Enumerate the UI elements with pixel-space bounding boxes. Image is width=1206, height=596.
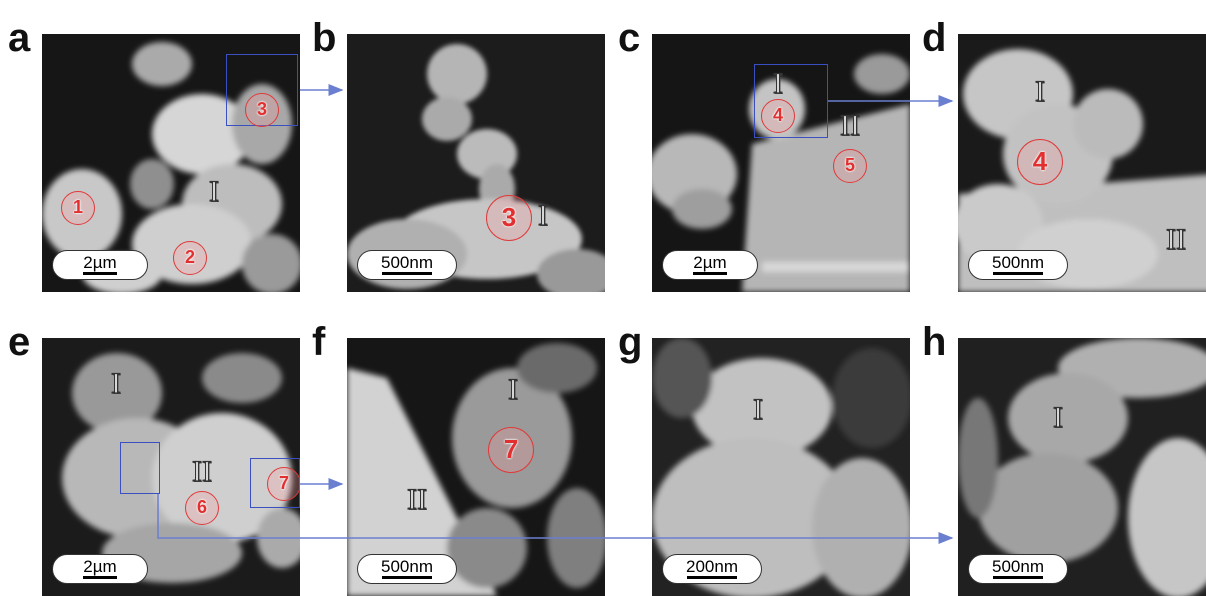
scale-bar-line — [382, 576, 432, 579]
sem-image-e: 6 7 I II 2µm — [42, 338, 300, 596]
scale-bar-c: 2µm — [662, 250, 758, 280]
scale-bar-text: 200nm — [686, 557, 738, 576]
region-label-II: II — [839, 109, 860, 142]
region-label-I: I — [507, 373, 518, 406]
scale-bar-line — [993, 272, 1043, 275]
region-label-I: I — [110, 367, 121, 400]
sem-image-b: 3 I 500nm — [347, 34, 605, 292]
scale-bar-text: 2µm — [693, 253, 727, 272]
region-label-I: I — [1052, 401, 1063, 434]
panel-label-d: d — [922, 16, 947, 60]
scale-bar-a: 2µm — [52, 250, 148, 280]
scale-bar-line — [993, 576, 1043, 579]
scale-bar-e: 2µm — [52, 554, 148, 584]
sem-texture-c — [652, 34, 910, 292]
sem-texture-h — [958, 338, 1206, 596]
scale-bar-text: 2µm — [83, 557, 117, 576]
region-label-I: I — [772, 67, 783, 100]
region-label-II: II — [406, 483, 427, 516]
scale-bar-text: 500nm — [992, 253, 1044, 272]
marker-1: 1 — [61, 191, 95, 225]
panel-label-g: g — [618, 320, 643, 364]
sem-image-c: 4 5 I II 2µm — [652, 34, 910, 292]
scale-bar-line — [83, 576, 117, 579]
region-label-II: II — [1165, 223, 1186, 256]
marker-7: 7 — [267, 467, 300, 501]
marker-4: 4 — [761, 99, 795, 133]
region-label-I: I — [537, 199, 548, 232]
scale-bar-text: 500nm — [992, 557, 1044, 576]
sem-image-g: I 200nm — [652, 338, 910, 596]
region-label-I: I — [1034, 75, 1045, 108]
scale-bar-text: 500nm — [381, 253, 433, 272]
sem-image-h: I 500nm — [958, 338, 1206, 596]
region-label-I: I — [208, 175, 219, 208]
marker-7: 7 — [488, 427, 534, 473]
scale-bar-h: 500nm — [968, 554, 1068, 584]
inset-box-c — [754, 64, 828, 138]
sem-texture-e — [42, 338, 300, 596]
marker-6: 6 — [185, 491, 219, 525]
scale-bar-f: 500nm — [357, 554, 457, 584]
region-label-II: II — [191, 455, 212, 488]
marker-5: 5 — [833, 149, 867, 183]
scale-bar-line — [382, 272, 432, 275]
scale-bar-line — [83, 272, 117, 275]
marker-4: 4 — [1017, 139, 1063, 185]
sem-texture-f — [347, 338, 605, 596]
scale-bar-d: 500nm — [968, 250, 1068, 280]
panel-label-f: f — [312, 320, 326, 364]
marker-3: 3 — [486, 195, 532, 241]
scale-bar-g: 200nm — [662, 554, 762, 584]
panel-label-h: h — [922, 320, 947, 364]
panel-label-e: e — [8, 320, 31, 364]
scale-bar-line — [687, 576, 737, 579]
marker-3: 3 — [245, 93, 279, 127]
scale-bar-text: 2µm — [83, 253, 117, 272]
panel-label-a: a — [8, 16, 31, 60]
inset-box-e-left — [120, 442, 160, 494]
panel-label-b: b — [312, 16, 337, 60]
scale-bar-b: 500nm — [357, 250, 457, 280]
scale-bar-text: 500nm — [381, 557, 433, 576]
scale-bar-line — [693, 272, 727, 275]
sem-image-d: 4 I II 500nm — [958, 34, 1206, 292]
sem-image-f: 7 I II 500nm — [347, 338, 605, 596]
panel-label-c: c — [618, 16, 641, 60]
marker-2: 2 — [173, 241, 207, 275]
region-label-I: I — [752, 393, 763, 426]
sem-image-a: 1 2 3 I 2µm — [42, 34, 300, 292]
